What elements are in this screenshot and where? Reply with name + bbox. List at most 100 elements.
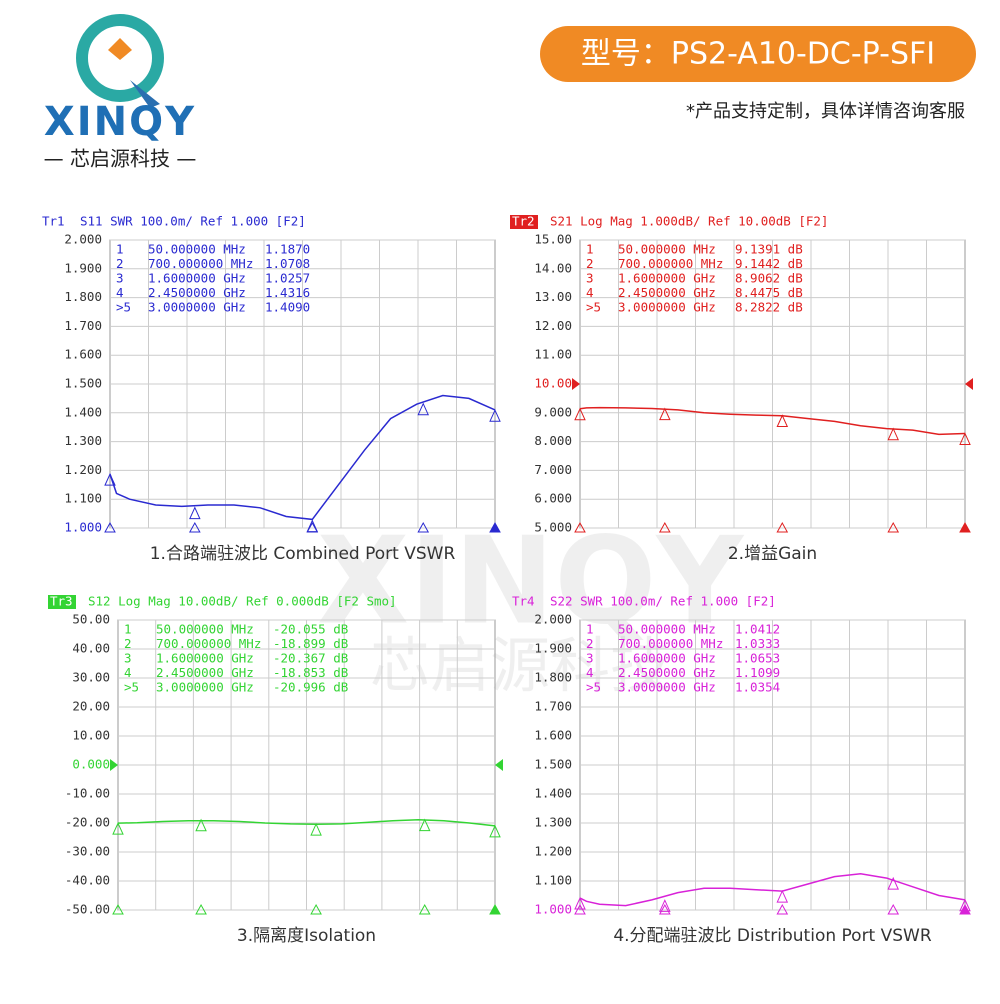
marker-freq: 50.000000 MHz	[156, 622, 254, 637]
marker-value: 1.1870	[265, 242, 310, 257]
marker-freq: 1.6000000 GHz	[618, 271, 716, 286]
marker-value: 9.1442 dB	[735, 256, 803, 271]
y-tick-label: 14.00	[534, 260, 572, 275]
chart: Tr3 S12 Log Mag 10.00dB/ Ref 0.000dB [F2 …	[48, 594, 503, 946]
y-tick-label: 20.00	[72, 699, 110, 714]
logo	[76, 14, 164, 108]
marker	[574, 407, 586, 421]
marker-id: 2	[124, 636, 132, 651]
marker-freq: 2.4500000 GHz	[156, 665, 254, 680]
axis-marker	[188, 521, 201, 533]
marker-value: 1.0333	[735, 636, 780, 651]
y-tick-label: 10.00	[72, 728, 110, 743]
axis-marker	[574, 521, 586, 533]
y-tick-label: 1.800	[64, 289, 102, 304]
y-tick-label: 1.400	[64, 404, 102, 419]
y-tick-label: 6.000	[534, 491, 572, 506]
caption: 3.隔离度Isolation	[237, 926, 376, 946]
logo-tail	[130, 80, 160, 108]
marker-freq: 2.4500000 GHz	[148, 285, 246, 300]
marker-freq: 1.6000000 GHz	[618, 651, 716, 666]
marker-value: -18.899 dB	[273, 636, 348, 651]
y-tick-label: 1.700	[64, 318, 102, 333]
logo-star	[108, 38, 132, 60]
y-tick-label: 1.600	[534, 728, 572, 743]
chart: Tr2 S21 Log Mag 1.000dB/ Ref 10.00dB [F2]…	[510, 214, 973, 564]
y-tick-label: 1.100	[534, 873, 572, 888]
marker-value: 9.1391 dB	[735, 242, 803, 257]
marker	[574, 896, 586, 910]
marker-freq: 700.000000 MHz	[618, 636, 723, 651]
y-tick-label: 50.00	[72, 612, 110, 627]
marker-value: -20.367 dB	[273, 651, 348, 666]
axis-marker	[776, 903, 789, 915]
y-tick-label: 1.100	[64, 491, 102, 506]
chart: Tr1 S11 SWR 100.0m/ Ref 1.000 [F2] 1.000 1.…	[42, 214, 501, 564]
y-tick-label: 40.00	[72, 641, 110, 656]
marker-freq: 3.0000000 GHz	[148, 300, 246, 315]
marker-freq: 2.4500000 GHz	[618, 665, 716, 680]
marker-freq: 3.0000000 GHz	[618, 680, 716, 695]
y-tick-label: 13.00	[534, 289, 572, 304]
marker-freq: 3.0000000 GHz	[618, 300, 716, 315]
brand: XINQY	[44, 99, 196, 145]
chart-title: S12 Log Mag 10.00dB/ Ref 0.000dB [F2 Smo…	[88, 594, 397, 609]
trace-label: Tr3	[50, 594, 73, 609]
y-tick-label: 11.00	[534, 347, 572, 362]
marker-id: >5	[124, 680, 139, 695]
marker-id: 1	[586, 242, 594, 257]
marker	[887, 427, 899, 441]
marker-freq: 50.000000 MHz	[618, 622, 716, 637]
axis-marker	[887, 521, 900, 533]
y-tick-label: 30.00	[72, 670, 110, 685]
y-tick-label: 2.000	[64, 232, 102, 247]
marker-id: 2	[586, 636, 594, 651]
model: 型号：PS2-A10-DC-P-SFI	[581, 37, 935, 72]
marker	[659, 407, 671, 421]
marker-value: -18.853 dB	[273, 665, 348, 680]
ref-box	[532, 376, 572, 392]
marker-value: -20.996 dB	[273, 680, 348, 695]
marker	[887, 876, 899, 890]
y-tick-label: 10.00	[534, 376, 572, 391]
marker-value: 1.0354	[735, 680, 780, 695]
marker	[489, 824, 501, 838]
marker-id: >5	[116, 300, 131, 315]
y-tick-label: 1.700	[534, 699, 572, 714]
marker	[659, 899, 671, 912]
y-tick-label: 1.000	[64, 520, 102, 535]
marker-id: 2	[116, 256, 124, 271]
marker-id: 3	[586, 651, 594, 666]
marker-value: 8.9062 dB	[735, 271, 803, 286]
logo-ring	[76, 14, 164, 102]
note: *产品支持定制，具体详情咨询客服	[686, 101, 965, 122]
y-tick-label: 15.00	[534, 232, 572, 247]
marker	[104, 472, 116, 486]
y-tick-label: -30.00	[65, 844, 110, 859]
trace	[579, 406, 966, 436]
y-tick-label: 2.000	[534, 612, 572, 627]
axis-marker	[959, 903, 971, 915]
marker	[776, 889, 789, 903]
marker-freq: 3.0000000 GHz	[156, 680, 254, 695]
axis-marker	[306, 521, 319, 533]
axis-marker	[310, 903, 322, 915]
marker-id: 1	[586, 622, 594, 637]
y-tick-label: 1.300	[534, 815, 572, 830]
model-badge	[540, 26, 976, 82]
y-tick-label: 1.900	[64, 260, 102, 275]
y-tick-label: 1.900	[534, 641, 572, 656]
axis-marker	[112, 903, 124, 915]
y-tick-label: 1.300	[64, 433, 102, 448]
marker-value: 1.0257	[265, 271, 310, 286]
marker-id: 3	[586, 271, 594, 286]
y-tick-label: 1.500	[534, 757, 572, 772]
y-tick-label: 5.000	[534, 520, 572, 535]
axis-marker	[489, 903, 501, 915]
marker-freq: 50.000000 MHz	[148, 242, 246, 257]
axis-marker	[959, 521, 971, 533]
marker-freq: 700.000000 MHz	[148, 256, 253, 271]
trace-box	[48, 595, 76, 609]
y-tick-label: 1.200	[64, 462, 102, 477]
company: — 芯启源科技 —	[44, 147, 197, 171]
